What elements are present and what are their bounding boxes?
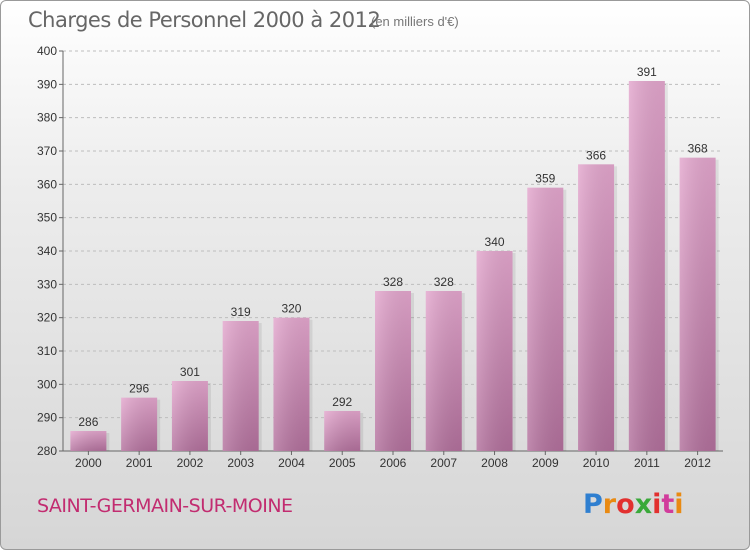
- y-tick-label: 290: [37, 411, 57, 425]
- data-label: 391: [637, 65, 657, 79]
- data-label: 328: [383, 275, 403, 289]
- bar-highlight: [679, 157, 716, 451]
- y-tick-label: 330: [37, 277, 57, 291]
- bar-highlight: [578, 164, 615, 452]
- data-label: 320: [281, 302, 301, 316]
- y-tick-label: 280: [37, 444, 57, 458]
- data-label: 286: [78, 415, 98, 429]
- bar-highlight: [324, 411, 361, 451]
- data-label: 301: [180, 365, 200, 379]
- y-tick-label: 320: [37, 311, 57, 325]
- x-tick-label: 2007: [430, 456, 457, 470]
- bar-highlight: [375, 291, 411, 451]
- bar-highlight: [222, 321, 259, 451]
- x-tick-label: 2004: [278, 456, 305, 470]
- y-tick-label: 310: [37, 344, 57, 358]
- y-tick-label: 380: [37, 111, 57, 125]
- data-label: 340: [485, 235, 505, 249]
- proxiti-logo: Proxiti: [583, 489, 684, 520]
- data-label: 359: [535, 172, 555, 186]
- x-tick-label: 2011: [634, 456, 660, 470]
- data-labels: 286 296 301 319 320 292 328 328 340 359 366 391 368: [78, 65, 708, 429]
- bar-highlight: [476, 251, 513, 451]
- x-tick-label: 2008: [481, 456, 508, 470]
- x-tick-label: 2009: [532, 456, 559, 470]
- x-tick-label: 2006: [380, 456, 407, 470]
- x-tick-label: 2005: [329, 456, 356, 470]
- chart-title: Charges de Personnel 2000 à 2012: [28, 8, 381, 32]
- y-tick-label: 350: [37, 211, 57, 225]
- bar-highlight: [70, 431, 107, 451]
- y-tick-label: 300: [37, 377, 57, 391]
- y-tick-label: 340: [37, 244, 57, 258]
- bar-highlight: [628, 81, 665, 451]
- x-tick-label: 2003: [227, 456, 254, 470]
- commune-name: SAINT-GERMAIN-SUR-MOINE: [37, 495, 293, 517]
- data-label: 319: [231, 305, 251, 319]
- data-label: 368: [688, 142, 708, 156]
- x-tick-label: 2000: [75, 456, 102, 470]
- y-tick-label: 390: [37, 77, 57, 91]
- x-tick-label: 2002: [177, 456, 204, 470]
- bar-highlight: [425, 291, 462, 451]
- x-axis-ticks: 2000 2001 2002 2003 2004 2005 2006 2007 2008 2009…: [75, 451, 711, 470]
- data-label: 292: [332, 395, 352, 409]
- y-tick-label: 400: [37, 44, 57, 58]
- x-tick-label: 2012: [684, 456, 711, 470]
- x-tick-label: 2001: [126, 456, 153, 470]
- data-label: 328: [434, 275, 454, 289]
- x-tick-label: 2010: [583, 456, 610, 470]
- bar-highlight: [527, 187, 564, 451]
- bar-highlight: [171, 381, 208, 451]
- data-label: 296: [129, 382, 149, 396]
- y-tick-label: 370: [37, 144, 57, 158]
- bars: [70, 81, 719, 452]
- chart-subtitle: (en milliers d'€): [371, 14, 459, 29]
- bar-highlight: [273, 317, 310, 451]
- data-label: 366: [586, 148, 606, 162]
- bar-highlight: [121, 397, 158, 451]
- y-tick-label: 360: [37, 177, 57, 191]
